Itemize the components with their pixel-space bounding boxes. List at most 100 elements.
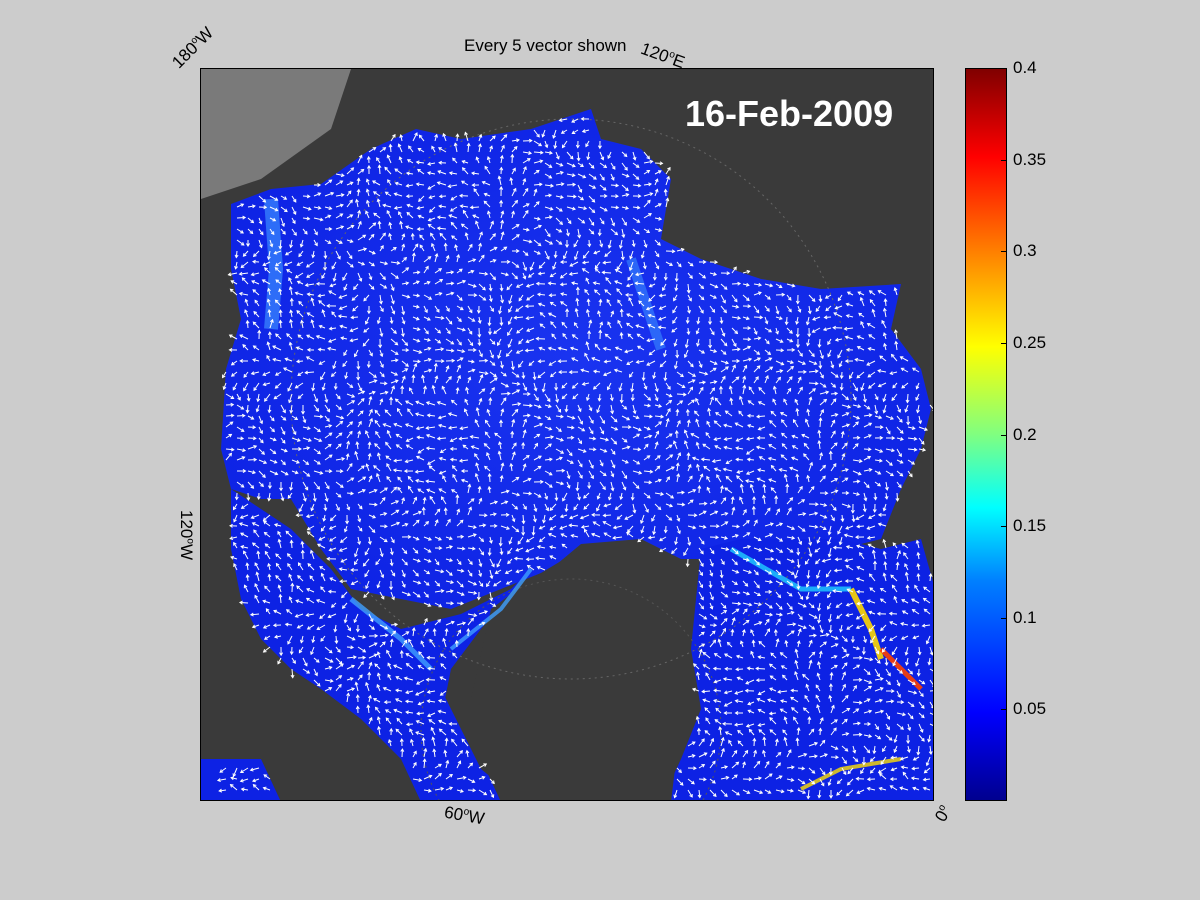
drift-vector-head <box>500 210 505 215</box>
drift-vector-head <box>866 671 871 676</box>
drift-vector <box>768 478 777 483</box>
drift-vector <box>376 157 381 164</box>
drift-vector <box>631 382 634 392</box>
drift-vector <box>742 629 745 637</box>
drift-vector <box>544 228 551 237</box>
drift-vector <box>275 261 282 267</box>
drift-vector-head <box>289 486 294 491</box>
drift-vector-head <box>288 341 293 346</box>
drift-vector-head <box>373 374 377 378</box>
drift-vector <box>290 319 293 329</box>
drift-vector <box>860 297 865 307</box>
drift-vector-head <box>391 385 396 390</box>
drift-vector-head <box>329 678 334 683</box>
drift-vector-head <box>654 178 659 183</box>
drift-vector-head <box>315 599 320 603</box>
drift-vector-head <box>401 375 406 380</box>
drift-vector-head <box>803 453 807 458</box>
drift-vector <box>742 580 748 587</box>
drift-vector <box>818 613 821 623</box>
drift-vector-head <box>404 400 409 405</box>
drift-vector <box>648 324 656 329</box>
drift-vector-head <box>380 595 385 600</box>
drift-vector <box>368 272 372 280</box>
drift-vector <box>621 151 628 157</box>
drift-vector <box>742 346 751 351</box>
drift-vector-head <box>394 341 399 346</box>
drift-vector-head <box>571 415 576 420</box>
map-panel: 16-Feb-2009 <box>200 68 934 801</box>
drift-vector <box>698 613 707 620</box>
drift-vector-head <box>256 496 261 500</box>
drift-vector-head <box>703 501 708 506</box>
drift-vector-head <box>879 425 884 430</box>
drift-vector-head <box>283 208 288 213</box>
drift-vector-head <box>326 418 330 422</box>
drift-vector <box>585 140 590 147</box>
drift-vector-head <box>770 557 775 562</box>
drift-vector-head <box>846 423 850 428</box>
drift-vector <box>401 523 408 527</box>
drift-vector-head <box>582 254 587 259</box>
drift-vector-head <box>232 386 237 391</box>
drift-vector-head <box>789 549 794 553</box>
drift-vector-head <box>647 323 652 328</box>
drift-vector-head <box>429 638 433 643</box>
drift-vector <box>698 591 704 600</box>
drift-vector-head <box>879 677 884 681</box>
drift-vector-head <box>552 134 556 139</box>
drift-vector-head <box>525 316 530 321</box>
drift-vector-head <box>821 558 826 563</box>
drift-vector-head <box>279 487 283 492</box>
drift-vector <box>901 599 909 604</box>
drift-vector-head <box>454 244 458 249</box>
drift-vector-head <box>797 308 802 313</box>
drift-vector-head <box>417 214 422 219</box>
drift-vector-head <box>406 159 411 163</box>
drift-vector-head <box>814 369 819 374</box>
drift-vector-head <box>759 315 764 320</box>
drift-vector-head <box>425 628 429 633</box>
drift-vector-head <box>362 342 367 347</box>
drift-vector <box>401 233 405 241</box>
drift-vector <box>417 206 425 210</box>
drift-vector-head <box>318 324 323 329</box>
drift-vector-head <box>431 242 435 247</box>
drift-vector <box>599 184 607 191</box>
drift-vector <box>753 376 759 384</box>
drift-vector-head <box>696 463 700 468</box>
drift-vector <box>335 635 338 644</box>
drift-vector-head <box>792 622 797 627</box>
drift-vector-head <box>541 388 546 393</box>
drift-vector-head <box>828 618 832 623</box>
drift-vector <box>489 602 496 607</box>
drift-vector <box>487 409 491 417</box>
drift-vector <box>324 454 333 461</box>
drift-vector <box>651 514 656 522</box>
drift-vector-head <box>788 308 792 313</box>
drift-vector <box>752 640 755 648</box>
drift-vector-head <box>332 278 337 283</box>
drift-vector-head <box>782 674 786 679</box>
drift-vector-head <box>614 268 619 273</box>
drift-vector <box>500 155 503 164</box>
drift-vector <box>256 572 260 582</box>
drift-vector-head <box>855 516 860 520</box>
drift-vector <box>588 404 592 411</box>
drift-vector-head <box>289 244 293 249</box>
drift-vector <box>329 547 337 551</box>
drift-vector-head <box>783 398 787 403</box>
drift-vector <box>830 371 839 378</box>
drift-vector <box>841 453 845 461</box>
drift-vector-head <box>802 361 807 365</box>
drift-vector-head <box>405 225 410 230</box>
drift-vector-head <box>376 584 381 589</box>
drift-vector-head <box>723 653 728 657</box>
drift-vector-head <box>701 350 706 354</box>
drift-vector <box>460 205 469 208</box>
drift-vector-head <box>677 419 681 424</box>
drift-vector <box>357 421 362 428</box>
drift-vector <box>488 316 491 326</box>
drift-vector-head <box>629 373 633 378</box>
lon-label-0: 0o <box>931 802 953 826</box>
